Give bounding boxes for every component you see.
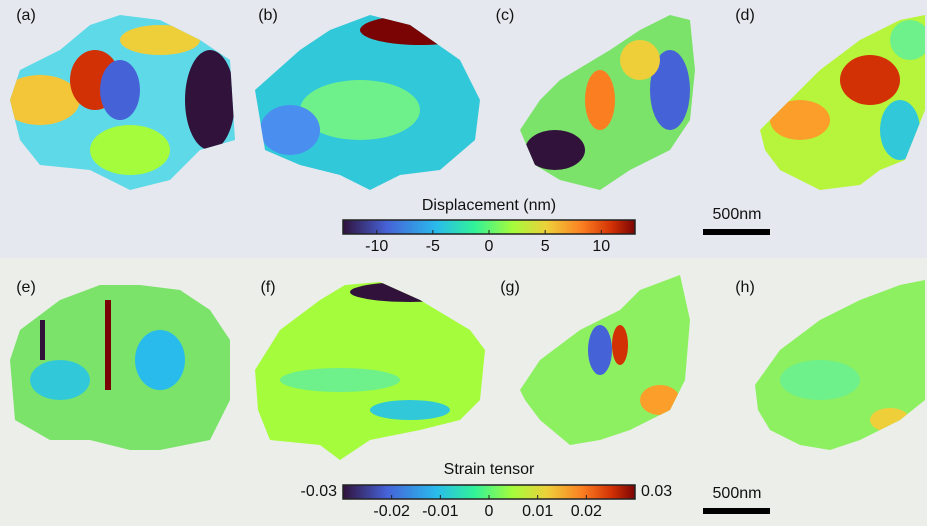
scale-bar-label: 500nm <box>713 485 762 502</box>
panel-label: (f) <box>260 279 275 296</box>
panel-label: (a) <box>16 7 36 24</box>
panel-label: (h) <box>735 279 755 296</box>
scale-bar-label: 500nm <box>713 206 762 223</box>
panel-label: (c) <box>496 7 515 24</box>
scale-bar <box>703 508 770 514</box>
colorbar-tick-label: 5 <box>541 238 550 255</box>
colorbar-max-label: 0.03 <box>641 483 672 500</box>
colorbar-tick-label: 10 <box>592 238 610 255</box>
colorbar-tick-label: -10 <box>365 238 388 255</box>
panel-label: (e) <box>16 279 36 296</box>
colorbar-tick-label: -5 <box>426 238 440 255</box>
colorbar-tick-label: 0.01 <box>522 503 553 520</box>
colorbar-tick-label: 0.02 <box>571 503 602 520</box>
colorbar-title: Strain tensor <box>444 461 535 478</box>
colorbar-tick-label: 0 <box>485 238 494 255</box>
panel-label: (g) <box>500 279 520 296</box>
colorbar-tick-label: -0.01 <box>422 503 459 520</box>
colorbar-tick-label: -0.02 <box>373 503 410 520</box>
colorbar-tick-label: 0 <box>485 503 494 520</box>
panel-label: (d) <box>735 7 755 24</box>
scale-bar <box>703 229 770 235</box>
map-e <box>10 285 230 450</box>
colorbar-min-label: -0.03 <box>301 483 338 500</box>
panel-label: (b) <box>258 7 278 24</box>
colorbar-title: Displacement (nm) <box>422 197 556 214</box>
